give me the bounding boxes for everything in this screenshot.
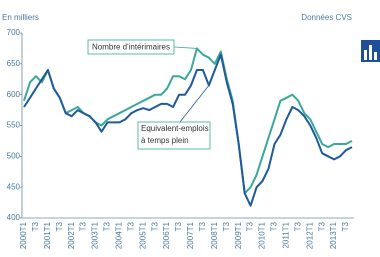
x-tick-label: T3 — [126, 221, 135, 231]
x-tick-label: 2001T1 — [43, 221, 52, 249]
x-tick-label: T3 — [198, 221, 207, 231]
x-tick-label: 2003T1 — [91, 221, 100, 249]
x-tick-label: T3 — [222, 221, 231, 231]
x-tick-label: T3 — [103, 221, 112, 231]
y-tick-label: 600 — [7, 90, 21, 99]
x-tick-label: 2012T1 — [305, 221, 314, 249]
x-tick-label: T3 — [293, 221, 302, 231]
x-tick-label: 2000T1 — [19, 221, 28, 249]
annotation-box — [87, 39, 175, 55]
x-tick-label: T3 — [150, 221, 159, 231]
x-tick-label: T3 — [174, 221, 183, 231]
x-tick-label: 2011T1 — [282, 221, 291, 248]
annotation-box — [137, 121, 211, 150]
x-tick-label: T3 — [55, 221, 64, 231]
y-tick-label: 700 — [7, 28, 21, 37]
x-tick-label: 2010T1 — [258, 221, 267, 249]
x-tick-label: T3 — [341, 221, 350, 231]
annotation-leader — [173, 46, 197, 49]
x-tick-label: 2002T1 — [67, 221, 76, 249]
x-tick-label: T3 — [270, 221, 279, 231]
x-tick-label: 2004T1 — [115, 221, 124, 249]
note: Données CVS — [301, 13, 352, 22]
x-tick-label: T3 — [79, 221, 88, 231]
y-tick-label: 650 — [7, 59, 21, 68]
y-tick-label: 550 — [7, 121, 21, 130]
x-tick-label: T3 — [317, 221, 326, 231]
x-tick-label: 2013T1 — [329, 221, 338, 249]
x-tick-label: T3 — [31, 221, 40, 231]
annotation: Nombre d'intérimaires — [92, 43, 170, 52]
x-tick-label: 2008T1 — [210, 221, 219, 249]
x-tick-label: 2006T1 — [162, 221, 171, 249]
x-tick-label: T3 — [246, 221, 255, 231]
x-tick-label: 2005T1 — [138, 221, 147, 249]
x-tick-label: 2009T1 — [234, 221, 243, 249]
annotation: Equivalent-emplois — [141, 124, 209, 133]
series-line — [23, 53, 353, 207]
icon — [361, 40, 380, 62]
y-tick-label: 400 — [7, 213, 21, 222]
y-tick-label: 500 — [7, 151, 21, 160]
annotation: à temps plein — [141, 136, 189, 145]
annotation-leader — [179, 85, 210, 123]
series-line — [23, 47, 353, 195]
y-tick-label: 450 — [7, 182, 21, 191]
x-tick-label: 2007T1 — [186, 221, 195, 249]
y-axis-label: En milliers — [2, 13, 39, 22]
